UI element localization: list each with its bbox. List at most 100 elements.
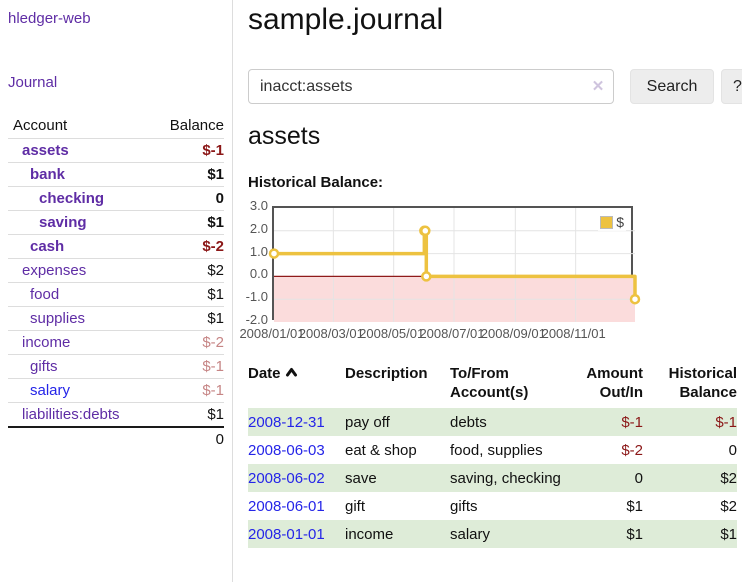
accounts-header-account: Account [13, 117, 68, 134]
account-link-liabilities-debts[interactable]: liabilities:debts [22, 406, 120, 423]
search-button[interactable]: Search [630, 69, 714, 104]
chart-plot-area: $ [268, 206, 641, 322]
transaction-balance: $2 [720, 498, 737, 515]
account-link-bank[interactable]: bank [30, 166, 66, 183]
account-balance: $1 [207, 310, 224, 327]
transaction-balance: $1 [720, 526, 737, 543]
account-row-saving: saving $1 [8, 210, 224, 235]
account-balance: $-1 [202, 382, 224, 399]
transaction-amount: $-1 [621, 414, 643, 431]
account-link-checking[interactable]: checking [39, 190, 105, 207]
transaction-amount: $1 [626, 526, 643, 543]
account-link-assets[interactable]: assets [22, 142, 69, 159]
x-tick-label: 2008/01/01 [239, 326, 305, 341]
transaction-accounts: debts [450, 414, 487, 431]
transaction-accounts: saving, checking [450, 470, 561, 487]
account-link-food[interactable]: food [30, 286, 60, 303]
y-tick-label: -1.0 [245, 289, 268, 305]
account-row-supplies: supplies $1 [8, 306, 224, 331]
register-header-row: Date Description To/From Account(s) Amou… [248, 362, 737, 408]
y-tick-label: 3.0 [249, 198, 268, 213]
clear-search-icon[interactable]: ✕ [591, 78, 605, 95]
chart-legend: $ [598, 213, 626, 231]
account-heading: assets [248, 122, 321, 150]
account-row-income: income $-2 [8, 330, 224, 355]
legend-label: $ [616, 214, 624, 230]
account-row-bank: bank $1 [8, 162, 224, 187]
transaction-balance: $2 [720, 470, 737, 487]
register-header-accounts: To/From Account(s) [450, 365, 529, 401]
search-input[interactable] [248, 69, 614, 104]
transaction-description: save [345, 470, 377, 487]
transaction-balance: 0 [728, 442, 737, 459]
register-header-date[interactable]: Date [248, 362, 345, 408]
register-table: Date Description To/From Account(s) Amou… [248, 362, 737, 548]
account-row-checking: checking 0 [8, 186, 224, 211]
accounts-total-row: 0 [8, 426, 224, 451]
account-row-food: food $1 [8, 282, 224, 307]
register-row: 2008-06-02 save saving, checking 0 $2 [248, 464, 737, 492]
transaction-date-link[interactable]: 2008-06-01 [248, 498, 325, 515]
accounts-header-row: Account Balance [8, 114, 224, 139]
account-link-saving[interactable]: saving [39, 214, 87, 231]
y-tick-label: 1.0 [249, 243, 268, 259]
x-tick-label: 2008/05/01 [359, 326, 425, 341]
account-row-expenses: expenses $2 [8, 258, 224, 283]
search-form: ✕ Search ? [248, 69, 742, 104]
account-balance: $-1 [202, 358, 224, 375]
y-tick-label: 2.0 [249, 220, 268, 236]
historical-balance-chart: 3.0 2.0 1.0 0.0 -1.0 -2.0 $ 2008/01/01 2008/03… [238, 198, 738, 347]
account-link-gifts[interactable]: gifts [30, 358, 58, 375]
transaction-description: eat & shop [345, 442, 417, 459]
y-tick-label: -2.0 [245, 312, 268, 327]
account-link-cash[interactable]: cash [30, 238, 65, 255]
transaction-amount: 0 [634, 470, 643, 487]
page-title: sample.journal [248, 3, 444, 36]
account-balance: $2 [207, 262, 224, 279]
transaction-accounts: food, supplies [450, 442, 543, 459]
main-content: sample.journal ✕ Search ? assets Histori… [233, 0, 742, 582]
transaction-date-link[interactable]: 2008-12-31 [248, 414, 325, 431]
chart-canvas [268, 208, 641, 322]
sidebar: hledger-web Journal Account Balance asse… [0, 0, 233, 582]
register-row: 2008-01-01 income salary $1 $1 [248, 520, 737, 548]
register-row: 2008-06-03 eat & shop food, supplies $-2… [248, 436, 737, 464]
transaction-description: pay off [345, 414, 390, 431]
x-tick-label: 2008/03/01 [298, 326, 364, 341]
account-balance: $1 [207, 166, 224, 183]
chart-title: Historical Balance: [248, 174, 384, 191]
account-balance: $-2 [202, 238, 224, 255]
account-link-income[interactable]: income [22, 334, 71, 351]
register-header-amount: Amount Out/In [586, 365, 643, 401]
register-header-balance: Historical Balance [668, 365, 737, 401]
transaction-balance: $-1 [715, 414, 737, 431]
transaction-description: income [345, 526, 394, 543]
account-balance: $1 [207, 406, 224, 423]
account-row-salary: salary $-1 [8, 378, 224, 403]
account-link-expenses[interactable]: expenses [22, 262, 87, 279]
register-row: 2008-12-31 pay off debts $-1 $-1 [248, 408, 737, 436]
account-row-liabilities-debts: liabilities:debts $1 [8, 402, 224, 428]
account-balance: 0 [215, 190, 224, 207]
legend-swatch-icon [600, 215, 614, 229]
account-balance: $-1 [202, 142, 224, 159]
sidebar-item-journal[interactable]: Journal [8, 74, 58, 91]
register-row: 2008-06-01 gift gifts $1 $2 [248, 492, 737, 520]
x-tick-label: 2008/11/01 [541, 326, 606, 341]
account-balance: $1 [207, 286, 224, 303]
account-link-salary[interactable]: salary [30, 382, 71, 399]
sort-asc-icon [285, 364, 298, 383]
register-header-description: Description [345, 365, 428, 382]
account-link-supplies[interactable]: supplies [30, 310, 86, 327]
brand-link[interactable]: hledger-web [8, 10, 91, 27]
y-tick-label: 0.0 [249, 266, 268, 282]
transaction-amount: $1 [626, 498, 643, 515]
account-balance: $1 [207, 214, 224, 231]
help-button[interactable]: ? [721, 69, 742, 104]
transaction-date-link[interactable]: 2008-01-01 [248, 526, 325, 543]
transaction-date-link[interactable]: 2008-06-03 [248, 442, 325, 459]
transaction-accounts: salary [450, 526, 491, 543]
accounts-header-balance: Balance [169, 117, 224, 134]
transaction-date-link[interactable]: 2008-06-02 [248, 470, 325, 487]
